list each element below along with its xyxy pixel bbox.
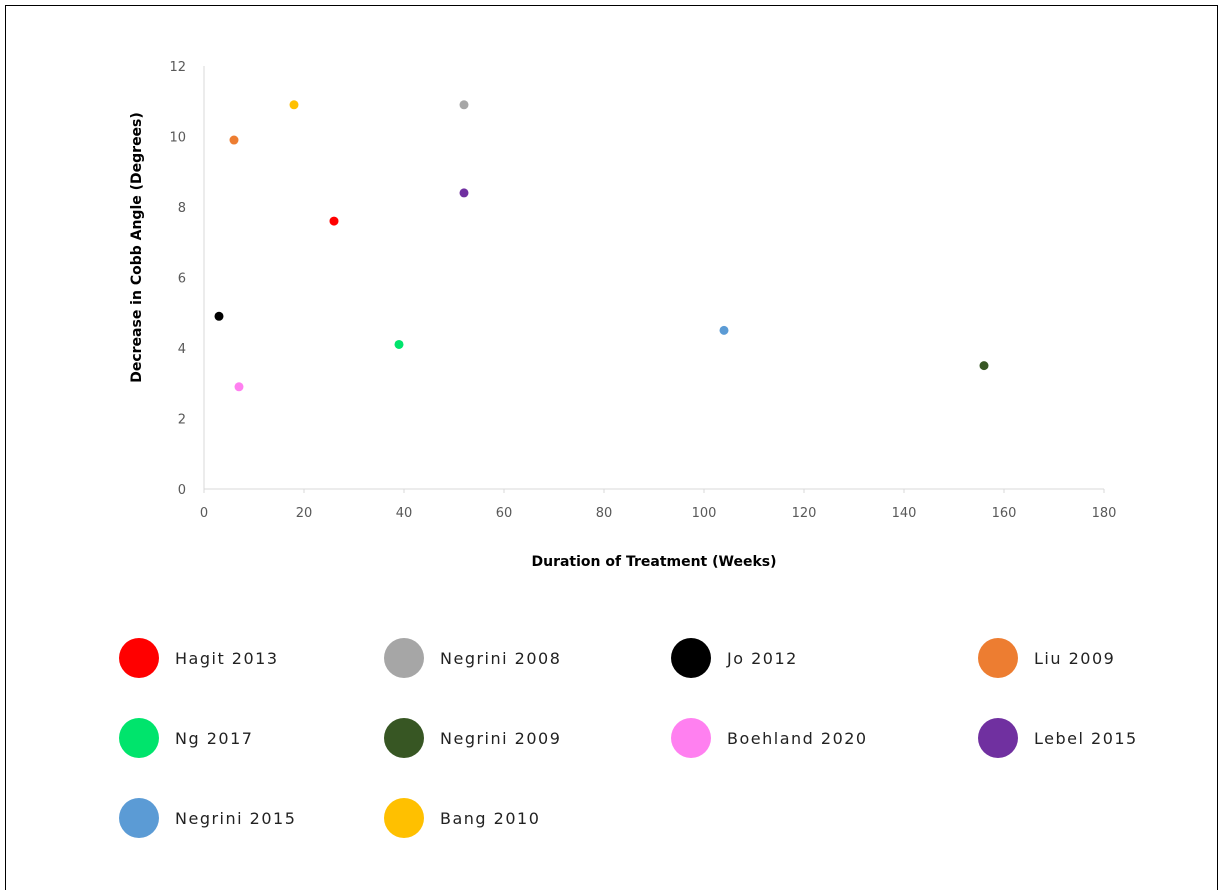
legend-swatch: [119, 798, 159, 838]
legend-swatch: [978, 718, 1018, 758]
legend-item: Boehland 2020: [671, 718, 868, 758]
legend-swatch: [978, 638, 1018, 678]
data-point: [394, 339, 404, 349]
x-tick-label: 100: [692, 506, 717, 521]
y-tick-label: 0: [178, 483, 186, 498]
data-points: [214, 100, 989, 392]
x-tick-label: 120: [792, 506, 817, 521]
legend-item: Negrini 2008: [384, 638, 561, 678]
data-point: [719, 325, 729, 335]
data-point: [329, 216, 339, 226]
x-tick-label: 80: [596, 506, 613, 521]
legend-label: Lebel 2015: [1034, 728, 1138, 748]
y-tick-label: 12: [169, 60, 186, 75]
y-axis-title: Decrease in Cobb Angle (Degrees): [129, 112, 145, 383]
y-tick-label: 2: [178, 413, 186, 428]
legend-item: Jo 2012: [671, 638, 798, 678]
legend-label: Negrini 2015: [175, 808, 297, 828]
legend-item: Liu 2009: [978, 638, 1115, 678]
legend-item: Hagit 2013: [119, 638, 279, 678]
legend-label: Negrini 2009: [440, 728, 562, 748]
legend-swatch: [384, 638, 424, 678]
y-tick-label: 8: [178, 201, 186, 216]
x-tick-label: 180: [1092, 506, 1117, 521]
data-point: [459, 100, 469, 110]
x-tick-label: 0: [200, 506, 208, 521]
legend-swatch: [119, 718, 159, 758]
legend-label: Jo 2012: [727, 648, 798, 668]
data-point: [234, 382, 244, 392]
x-tick-label: 40: [396, 506, 413, 521]
data-point: [459, 188, 469, 198]
data-point: [289, 100, 299, 110]
y-tick-label: 4: [178, 342, 186, 357]
data-point: [979, 361, 989, 371]
legend-label: Bang 2010: [440, 808, 541, 828]
legend-label: Ng 2017: [175, 728, 254, 748]
x-tick-label: 60: [496, 506, 513, 521]
data-point: [214, 311, 224, 321]
y-tick-label: 6: [178, 272, 186, 287]
scatter-chart: 0 20 40 60 80 100 120 140 160 180 0 2 4 6 8 10 12 Durati…: [129, 60, 1116, 570]
x-tick-label: 20: [296, 506, 313, 521]
legend-item: Lebel 2015: [978, 718, 1138, 758]
legend-swatch: [384, 718, 424, 758]
legend-item: Ng 2017: [119, 718, 253, 758]
y-tick-label: 10: [169, 131, 186, 146]
figure-frame: 0 20 40 60 80 100 120 140 160 180 0 2 4 6 8 10 12 Durati…: [5, 5, 1218, 890]
legend-swatch: [671, 718, 711, 758]
legend-item: Bang 2010: [384, 798, 540, 838]
legend-swatch: [384, 798, 424, 838]
x-tick-label: 160: [992, 506, 1017, 521]
data-point: [229, 135, 239, 145]
legend-label: Negrini 2008: [440, 648, 562, 668]
axes: 0 20 40 60 80 100 120 140 160 180 0 2 4 6 8 10 12: [169, 60, 1116, 521]
legend-label: Hagit 2013: [175, 648, 279, 668]
legend-item: Negrini 2015: [119, 798, 296, 838]
legend-item: Negrini 2009: [384, 718, 561, 758]
legend-swatch: [671, 638, 711, 678]
legend-label: Liu 2009: [1034, 648, 1116, 668]
legend-label: Boehland 2020: [727, 728, 868, 748]
x-axis-title: Duration of Treatment (Weeks): [531, 554, 776, 570]
x-tick-label: 140: [892, 506, 917, 521]
legend-swatch: [119, 638, 159, 678]
